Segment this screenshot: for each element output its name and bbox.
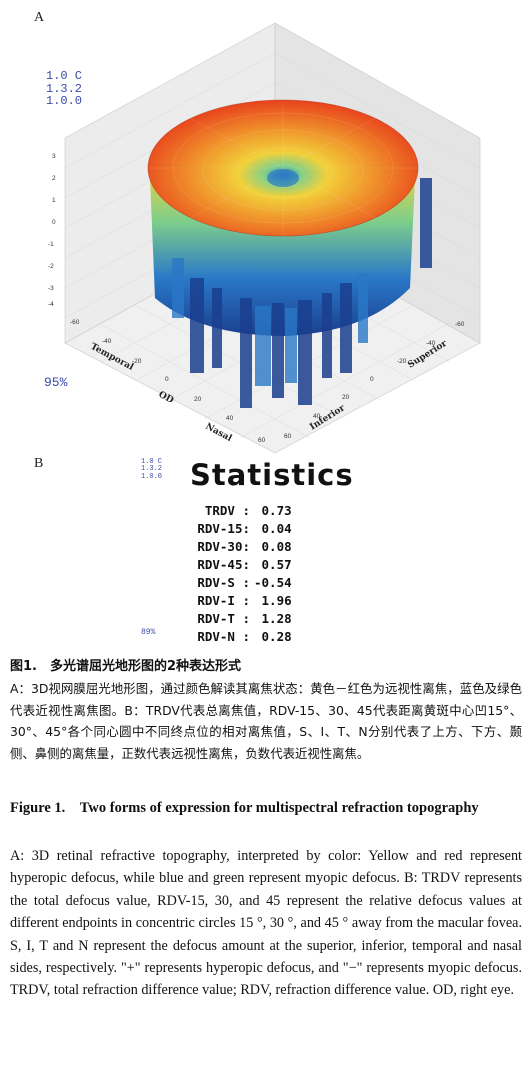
stat-row: RDV-T : 1.28 <box>160 611 360 629</box>
stat-key: RDV-I : <box>197 593 250 608</box>
left-tick: -60 <box>70 319 80 326</box>
stat-key: RDV-30: <box>197 539 250 554</box>
stat-row: RDV-30: 0.08 <box>160 539 360 557</box>
stat-value: 0.08 <box>254 539 292 554</box>
stamp-line: 1.3.2 <box>46 81 83 96</box>
stat-value: 1.28 <box>254 611 292 626</box>
stamp-line: 1.0 C <box>46 69 83 83</box>
panel-a-label: A <box>34 10 45 25</box>
left-tick: -40 <box>102 338 112 345</box>
stat-key: RDV-T : <box>197 611 250 626</box>
z-tick: 2 <box>52 175 56 182</box>
panel-a-stamp: 1.0 C 1.3.2 1.0.0 <box>46 70 82 108</box>
right-tick: -20 <box>397 358 407 365</box>
stat-row: RDV-15: 0.04 <box>160 521 360 539</box>
z-tick: -3 <box>48 285 54 292</box>
right-tick: 60 <box>284 433 292 440</box>
panel-b-label: B <box>34 456 44 471</box>
left-tick: 40 <box>226 415 234 422</box>
stamp-line: 1.0.0 <box>141 472 163 481</box>
caption-body-cn: A：3D视网膜屈光地形图，通过颜色解读其离焦状态：黄色－红色为远视性离焦，蓝色及… <box>10 681 522 761</box>
stat-key: TRDV : <box>204 503 250 518</box>
panel-b-percent: 89% <box>141 628 156 637</box>
right-tick: -60 <box>455 321 465 328</box>
stat-key: RDV-N : <box>197 629 250 644</box>
z-axis: 3 2 1 0 -1 -2 -3 -4 <box>48 153 56 308</box>
z-tick: -4 <box>48 301 54 308</box>
stat-row: RDV-I : 1.96 <box>160 593 360 611</box>
z-tick: -2 <box>48 263 54 270</box>
right-tick: 20 <box>342 394 350 401</box>
z-tick: 3 <box>52 153 56 160</box>
right-tick: -40 <box>426 340 436 347</box>
stamp-line: 1.0 C <box>141 458 163 466</box>
left-tick: 0 <box>165 376 169 383</box>
stat-key: RDV-45: <box>197 557 250 572</box>
right-tick: 40 <box>313 413 321 420</box>
stat-key: RDV-15: <box>197 521 250 536</box>
z-tick: 1 <box>52 197 56 204</box>
stat-value: 0.73 <box>254 503 292 518</box>
z-tick: -1 <box>48 241 54 248</box>
stamp-line: 1.0.0 <box>46 94 83 109</box>
stat-value: 0.28 <box>254 629 292 644</box>
z-tick: 0 <box>52 219 56 226</box>
left-tick: 20 <box>194 396 202 403</box>
panel-b-stamp: 1.0 C 1.3.2 1.0.0 <box>141 458 163 481</box>
left-tick: -20 <box>132 358 142 365</box>
stat-value: 0.57 <box>254 557 292 572</box>
left-tick: 60 <box>258 437 266 444</box>
stat-row: RDV-S : -0.54 <box>160 575 360 593</box>
caption-title-en: Figure 1. Two forms of expression for mu… <box>10 800 479 816</box>
stat-value: 0.04 <box>254 521 292 536</box>
right-tick: 0 <box>370 376 374 383</box>
panel-a-percent: 95% <box>44 375 68 390</box>
stamp-line: 1.3.2 <box>141 465 163 474</box>
stat-row: RDV-N : 0.28 <box>160 629 360 647</box>
stat-value: -0.54 <box>254 575 292 590</box>
stat-row: TRDV : 0.73 <box>160 503 360 521</box>
caption-title-cn: 图1. 多光谱屈光地形图的2种表达形式 <box>10 659 242 674</box>
stat-row: RDV-45: 0.57 <box>160 557 360 575</box>
statistics-title: Statistics <box>190 458 354 492</box>
refraction-topography-3d-plot: 3 2 1 0 -1 -2 -3 -4 -60 -40 -20 0 20 40 … <box>48 22 481 453</box>
topography-surface <box>147 99 432 408</box>
stat-value: 1.96 <box>254 593 292 608</box>
stat-key: RDV-S : <box>197 575 250 590</box>
caption-body-en: A: 3D retinal refractive topography, int… <box>10 848 522 999</box>
